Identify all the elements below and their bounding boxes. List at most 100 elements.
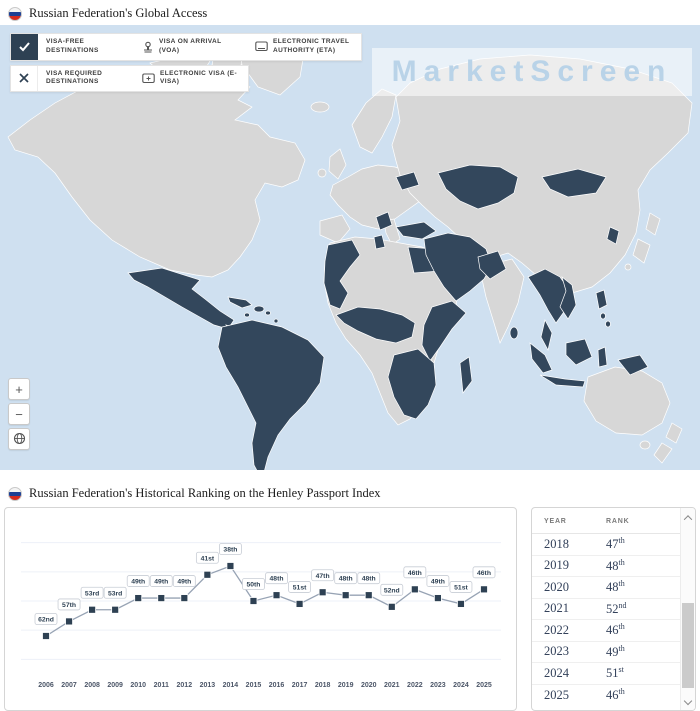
legend-row-1: VISA-FREE DESTINATIONS VISA ON ARRIVAL (… — [10, 33, 362, 61]
svg-text:2023: 2023 — [430, 682, 446, 689]
card-icon — [255, 41, 268, 52]
svg-text:2009: 2009 — [107, 682, 123, 689]
svg-text:48th: 48th — [362, 576, 376, 583]
rank-cell: 48th — [606, 579, 625, 595]
year-cell: 2024 — [544, 665, 569, 680]
year-cell: 2019 — [544, 558, 569, 573]
rank-chart-panel: 62nd 2006 57th 2007 53rd 2008 53rd 2009 49th 2010… — [4, 507, 517, 711]
rank-chart: 62nd 2006 57th 2007 53rd 2008 53rd 2009 49th 2010… — [21, 542, 501, 689]
table-row: 2024 51st — [532, 663, 695, 685]
svg-text:48th: 48th — [270, 576, 284, 583]
svg-text:2024: 2024 — [453, 682, 469, 689]
x-icon — [11, 65, 38, 92]
svg-text:53rd: 53rd — [85, 590, 99, 597]
rank-cell: 48th — [606, 557, 625, 573]
year-cell: 2018 — [544, 536, 569, 551]
svg-text:49th: 49th — [154, 579, 168, 586]
column-rank: RANK — [606, 518, 630, 525]
svg-text:2019: 2019 — [338, 682, 354, 689]
table-row: 2018 47th — [532, 534, 695, 556]
ranking-header: Russian Federation's Historical Ranking … — [0, 480, 700, 505]
world-map-canvas[interactable] — [0, 25, 700, 470]
world-map[interactable]: VISA-FREE DESTINATIONS VISA ON ARRIVAL (… — [0, 25, 700, 470]
svg-text:2012: 2012 — [177, 682, 193, 689]
svg-text:49th: 49th — [177, 579, 191, 586]
zoom-out-button[interactable]: − — [8, 403, 30, 425]
table-row: 2022 46th — [532, 620, 695, 642]
svg-text:2006: 2006 — [38, 682, 54, 689]
legend-item-eta[interactable]: ELECTRONIC TRAVEL AUTHORITY (ETA) — [247, 34, 361, 60]
plus-icon: + — [15, 381, 23, 397]
svg-text:50th: 50th — [246, 582, 260, 589]
legend-item-visa-free[interactable]: VISA-FREE DESTINATIONS — [46, 38, 99, 54]
table-scrollbar[interactable] — [680, 508, 695, 710]
svg-text:2016: 2016 — [269, 682, 285, 689]
year-cell: 2020 — [544, 579, 569, 594]
stamp-icon — [142, 41, 154, 53]
year-cell: 2022 — [544, 622, 569, 637]
year-cell: 2023 — [544, 644, 569, 659]
chevron-up-icon — [683, 514, 693, 524]
table-row: 2019 48th — [532, 556, 695, 577]
scroll-down-button[interactable] — [681, 693, 695, 708]
year-cell: 2025 — [544, 687, 569, 702]
access-header: Russian Federation's Global Access — [0, 0, 700, 25]
ranking-title: Russian Federation's Historical Ranking … — [29, 486, 381, 500]
map-visa-free-layer[interactable] — [127, 164, 649, 470]
russia-flag-icon — [8, 486, 22, 501]
legend-item-visa-required[interactable]: VISA REQUIRED DESTINATIONS — [46, 69, 103, 86]
rank-cell: 47th — [606, 536, 625, 552]
svg-text:47th: 47th — [316, 573, 330, 580]
svg-text:2008: 2008 — [84, 682, 100, 689]
legend-item-voa[interactable]: VISA ON ARRIVAL (VOA) — [134, 34, 247, 60]
map-legend: VISA-FREE DESTINATIONS VISA ON ARRIVAL (… — [10, 33, 362, 93]
svg-text:57th: 57th — [62, 602, 76, 609]
rank-cell: 46th — [606, 622, 625, 638]
globe-icon — [13, 432, 26, 447]
svg-text:2011: 2011 — [154, 682, 169, 689]
russia-flag-icon — [8, 6, 22, 21]
svg-text:49th: 49th — [431, 579, 445, 586]
zoom-in-button[interactable]: + — [8, 378, 30, 400]
svg-text:62nd: 62nd — [38, 617, 54, 624]
table-row: 2023 49th — [532, 642, 695, 663]
rank-cell: 49th — [606, 643, 625, 659]
svg-text:2017: 2017 — [292, 682, 308, 689]
globe-reset-button[interactable] — [8, 428, 30, 450]
table-row: 2021 52nd — [532, 599, 695, 620]
svg-text:48th: 48th — [339, 576, 353, 583]
table-row: 2025 46th — [532, 685, 695, 707]
rank-table-panel: YEAR RANK 2018 47th 2019 48th 2020 48th 2021 52… — [531, 507, 696, 711]
legend-item-evisa[interactable]: ELECTRONIC VISA (E-VISA) — [134, 66, 248, 92]
rank-cell: 52nd — [606, 600, 627, 616]
svg-text:52nd: 52nd — [384, 587, 400, 594]
rank-cell: 46th — [606, 687, 625, 703]
year-cell: 2021 — [544, 601, 569, 616]
map-controls: + − — [8, 378, 30, 450]
svg-text:53rd: 53rd — [108, 590, 122, 597]
svg-text:2025: 2025 — [476, 682, 492, 689]
check-icon — [11, 34, 38, 60]
watermark: MarketScreen — [372, 48, 692, 96]
table-row: 2020 48th — [532, 577, 695, 599]
svg-text:2010: 2010 — [130, 682, 146, 689]
svg-text:2007: 2007 — [61, 682, 77, 689]
scroll-up-button[interactable] — [681, 510, 695, 525]
watermark-text: MarketScreen — [391, 55, 673, 88]
legend-row-2: VISA REQUIRED DESTINATIONS ELECTRONIC VI… — [10, 64, 249, 93]
svg-text:2021: 2021 — [384, 682, 400, 689]
svg-text:46th: 46th — [477, 570, 491, 577]
svg-text:2013: 2013 — [200, 682, 216, 689]
svg-text:41st: 41st — [201, 555, 215, 562]
card-icon — [142, 73, 155, 84]
svg-text:2020: 2020 — [361, 682, 377, 689]
svg-text:49th: 49th — [131, 579, 145, 586]
scrollbar-thumb[interactable] — [682, 602, 694, 688]
chevron-down-icon — [683, 696, 693, 705]
svg-text:38th: 38th — [223, 547, 237, 554]
access-title: Russian Federation's Global Access — [29, 6, 208, 20]
svg-text:2014: 2014 — [223, 682, 239, 689]
svg-text:2022: 2022 — [407, 682, 423, 689]
rank-table-header: YEAR RANK — [532, 508, 695, 534]
rank-cell: 51st — [606, 665, 624, 681]
